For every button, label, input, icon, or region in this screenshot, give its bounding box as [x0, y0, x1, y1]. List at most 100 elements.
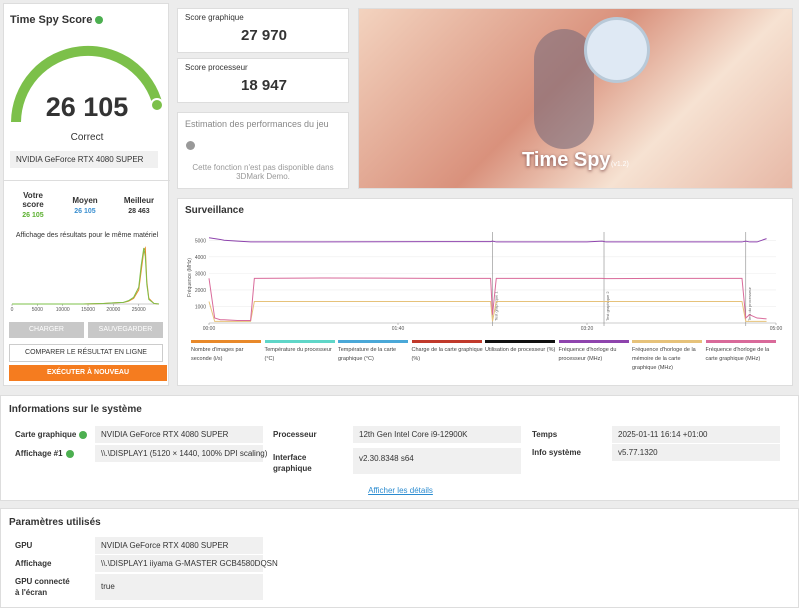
score-title: Time Spy Score: [10, 14, 104, 26]
stat-value: 26 105: [22, 212, 44, 219]
marker-label: Test du processeur: [747, 287, 752, 321]
label: Score graphique: [185, 13, 244, 22]
marker-label: Test graphique 2: [605, 291, 610, 321]
gauge: [11, 45, 164, 123]
y-tick-label: 1000: [195, 304, 206, 310]
x-tick-label: 00:00: [203, 326, 216, 332]
stat-label: Moyen: [72, 196, 98, 205]
label-text: Affichage #1: [15, 449, 63, 458]
stat-value: 28 463: [128, 208, 150, 215]
value: NVIDIA GeForce RTX 4080 SUPER: [95, 426, 263, 443]
message: Cette fonction n'est pas disponible dans…: [192, 163, 334, 181]
system-info: Informations sur le système Carte graphi…: [0, 395, 799, 501]
label: Info système: [532, 448, 581, 457]
monitoring-chart: 00:00 01:40 03:20 05:00 1000 2000 3000 4000 5000…: [187, 232, 783, 332]
value: 27 970: [241, 27, 287, 44]
series-line: [208, 237, 767, 243]
x-tick-label: 25000: [132, 307, 146, 313]
graphics-score: Score graphique 27 970: [177, 8, 349, 53]
banner-version: (v1.2): [611, 161, 629, 168]
y-axis-label: Fréquence (MHz): [187, 258, 193, 297]
y-tick-label: 2000: [195, 288, 206, 294]
series-line: [208, 277, 767, 322]
value: NVIDIA GeForce RTX 4080 SUPER: [95, 537, 263, 554]
value: v5.77.1320: [612, 444, 780, 461]
run-button[interactable]: EXÉCUTER À NOUVEAU: [9, 365, 167, 381]
legend-swatch: [411, 340, 482, 343]
legend-label: Nombre d'images par seconde (i/s): [191, 347, 244, 362]
distribution-title: Affichage des résultats pour le même mat…: [15, 232, 159, 239]
settings: Paramètres utilisés GPU NVIDIA GeForce R…: [0, 508, 799, 608]
distribution-chart: 0 5000 10000 15000 20000 25000: [11, 246, 160, 313]
value: \\.\DISPLAY1 iiyama G-MASTER GCB4580DQSN: [95, 555, 278, 572]
load-button[interactable]: CHARGER: [9, 322, 84, 338]
x-tick-label: 20000: [106, 307, 120, 313]
legend-label: Utilisation de processeur (%): [485, 347, 556, 353]
legend-label: Température de la carte graphique (°C): [338, 347, 397, 362]
estimation-panel: Estimation des performances du jeu Cette…: [177, 112, 349, 189]
banner: Time Spy (v1.2): [358, 8, 793, 189]
label: Affichage: [15, 559, 52, 568]
legend-swatch: [705, 340, 776, 343]
label: Carte graphique: [15, 430, 88, 439]
legend-swatch: [485, 340, 555, 343]
gauge-arc: [11, 45, 163, 123]
title-text: Time Spy Score: [10, 14, 93, 26]
x-tick-label: 05:00: [770, 326, 783, 332]
title: Informations sur le système: [9, 404, 142, 415]
score-rating: Correct: [70, 132, 104, 143]
label: GPU: [15, 541, 33, 550]
legend-swatch: [558, 340, 629, 343]
marker-label: Test graphique 1: [494, 291, 499, 321]
legend-label: Charge de la carte graphique (%): [411, 347, 483, 362]
title: Estimation des performances du jeu: [185, 119, 329, 129]
y-tick-label: 5000: [195, 238, 206, 244]
x-tick-label: 10000: [56, 307, 70, 313]
y-tick-label: 3000: [195, 271, 206, 277]
value: 2025-01-11 16:14 +01:00: [612, 426, 780, 443]
label: Temps: [532, 430, 558, 439]
x-tick-label: 0: [11, 307, 14, 313]
value: 12th Gen Intel Core i9-12900K: [353, 426, 521, 443]
label: Interface graphique: [273, 453, 312, 473]
mirror: [584, 17, 650, 83]
monitoring-panel: Surveillance 00:00 01:40 03:20 05:00 1000 200…: [177, 198, 793, 386]
series-line: [208, 300, 767, 322]
check-icon: [95, 16, 104, 25]
title: Paramètres utilisés: [9, 517, 101, 528]
legend-swatch: [264, 340, 335, 343]
x-tick-label: 01:40: [392, 326, 405, 332]
info-icon: [186, 141, 195, 150]
legend-label: Température du processeur (°C): [264, 347, 332, 362]
cpu-score: Score processeur 18 947: [177, 58, 349, 103]
gpu-name: NVIDIA GeForce RTX 4080 SUPER: [10, 151, 158, 168]
value: true: [95, 574, 263, 600]
value: \\.\DISPLAY1 (5120 × 1440, 100% DPI scal…: [95, 445, 267, 462]
check-icon: [79, 430, 88, 439]
series-line: [12, 246, 160, 305]
score-panel: Time Spy Score 26 105 Correct NVIDIA GeF…: [3, 3, 170, 386]
compare-button[interactable]: COMPARER LE RÉSULTAT EN LIGNE: [9, 344, 163, 362]
series-line: [12, 247, 160, 305]
x-tick-label: 03:20: [581, 326, 594, 332]
label: GPU connecté à l'écran: [15, 577, 70, 597]
legend-swatch: [632, 340, 702, 343]
legend-label: Fréquence d'horloge du processeur (MHz): [558, 347, 617, 362]
stat-label: Votre score: [22, 191, 44, 209]
label: Processeur: [273, 430, 317, 439]
check-icon: [65, 449, 74, 458]
stats-row: [4, 180, 170, 231]
score-value: 26 105: [45, 92, 129, 122]
legend-swatch: [191, 340, 261, 343]
title: Surveillance: [185, 205, 244, 216]
value: v2.30.8348 s64: [353, 448, 521, 474]
details-link[interactable]: Afficher les détails: [368, 486, 433, 495]
stat-label: Meilleur: [123, 196, 155, 205]
value: 18 947: [241, 77, 287, 94]
save-button[interactable]: SAUVEGARDER: [88, 322, 163, 338]
legend-label: Fréquence d'horloge de la carte graphiqu…: [705, 347, 770, 362]
x-tick-label: 5000: [32, 307, 43, 313]
stat-value: 26 105: [74, 208, 96, 215]
legend-swatch: [338, 340, 408, 343]
